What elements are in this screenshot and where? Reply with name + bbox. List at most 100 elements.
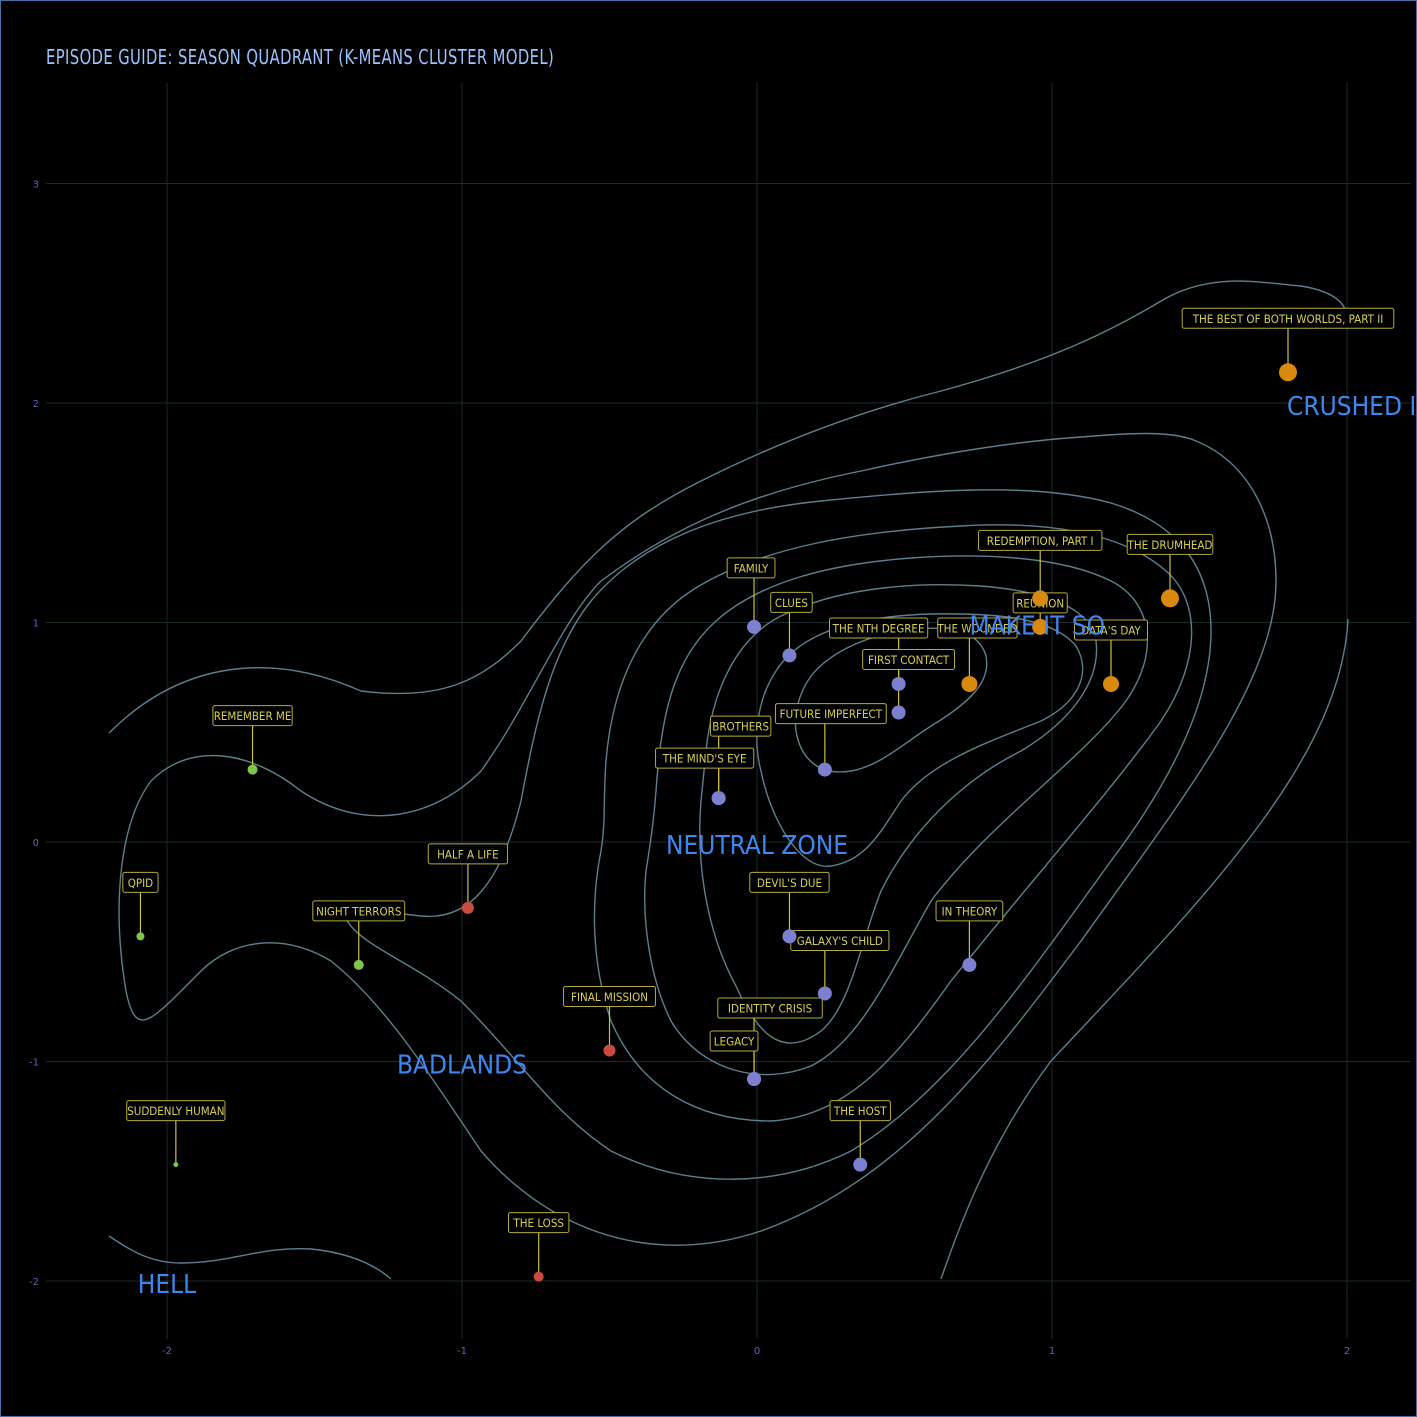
episode-point[interactable] — [1032, 618, 1049, 635]
episode-label-box — [1181, 307, 1395, 329]
episode-point[interactable] — [533, 1271, 544, 1282]
episode-label-box — [1074, 619, 1148, 641]
episode-label: THE LOSS — [512, 1216, 564, 1230]
episode-point[interactable] — [817, 986, 832, 1001]
episode-label-box — [978, 529, 1103, 551]
x-tick-label: 0 — [754, 1346, 760, 1357]
episode-label-box — [312, 900, 406, 922]
episode-label: THE DRUMHEAD — [1127, 538, 1213, 552]
episode-point[interactable] — [853, 1157, 868, 1172]
episode-label-box — [212, 705, 293, 727]
episode-label-box — [563, 986, 656, 1008]
density-contours — [108, 280, 1349, 1280]
label-leader — [824, 716, 832, 770]
y-tick-label: 1 — [33, 619, 39, 630]
episode-label-box — [126, 1100, 226, 1122]
x-tick-label: 1 — [1049, 1346, 1055, 1357]
y-tick-label: -2 — [29, 1277, 39, 1288]
episode-point[interactable] — [747, 619, 762, 634]
episode-point[interactable] — [961, 675, 978, 692]
episode-point[interactable] — [747, 1072, 762, 1087]
episode-points — [136, 363, 1297, 1282]
episode-label-box — [508, 1212, 570, 1234]
episode-point[interactable] — [1161, 589, 1179, 608]
episode-label-box — [774, 703, 887, 725]
region-label: HELL — [138, 1270, 196, 1300]
episode-label-box — [122, 871, 159, 893]
density-contour — [593, 524, 1193, 1122]
episode-label-box — [937, 617, 1018, 639]
episode-label: IDENTITY CRISIS — [728, 1002, 812, 1016]
episode-label-box — [655, 747, 755, 769]
episode-point[interactable] — [782, 648, 797, 663]
density-contour — [794, 627, 988, 773]
episode-point[interactable] — [782, 929, 797, 944]
episode-label: HALF A LIFE — [437, 847, 499, 861]
episode-point[interactable] — [173, 1162, 179, 1168]
episode-labels: THE BEST OF BOTH WORLDS, PART II REDEMPTI… — [122, 307, 1395, 1277]
grid-layer: -2 -1 0 1 2 -2 -1 0 1 2 3 — [29, 83, 1411, 1357]
episode-label-box — [427, 843, 509, 865]
episode-point[interactable] — [247, 764, 258, 775]
region-label: CRUSHED IT — [1287, 392, 1416, 422]
episode-label: FINAL MISSION — [571, 990, 648, 1004]
episode-label: FIRST CONTACT — [868, 653, 950, 667]
episode-label: THE WOUNDED — [936, 621, 1017, 635]
density-contour — [108, 280, 1349, 734]
density-contour — [345, 489, 1212, 1180]
x-tick-label: -2 — [162, 1346, 172, 1357]
episode-label: GALAXY'S CHILD — [797, 934, 883, 948]
region-label: BADLANDS — [397, 1051, 527, 1081]
episode-label: DEVIL'S DUE — [757, 876, 822, 890]
x-tick-label: -1 — [457, 1346, 467, 1357]
episode-point[interactable] — [891, 676, 906, 691]
episode-label-box — [1126, 533, 1214, 555]
chart-title: EPISODE GUIDE: SEASON QUADRANT (K-MEANS … — [46, 45, 555, 69]
episode-label-box — [709, 1030, 759, 1052]
episode-label: IN THEORY — [942, 904, 998, 918]
region-label: NEUTRAL ZONE — [666, 831, 848, 861]
episode-label-box — [770, 591, 813, 613]
episode-label: NIGHT TERRORS — [316, 904, 401, 918]
episode-label: SUDDENLY HUMAN — [127, 1104, 224, 1118]
episode-point[interactable] — [1279, 363, 1297, 382]
episode-label-box — [829, 617, 929, 639]
episode-point[interactable] — [962, 957, 977, 972]
density-contour — [699, 584, 1098, 1044]
episode-point[interactable] — [461, 901, 474, 914]
episode-point[interactable] — [817, 762, 832, 777]
region-labels: CRUSHED IT MAKE IT SO NEUTRAL ZONE BADLANDS… — [138, 392, 1416, 1300]
episode-label-box — [829, 1100, 891, 1122]
episode-label-box — [935, 900, 1004, 922]
episode-label-box — [709, 715, 772, 737]
episode-label: FAMILY — [734, 561, 769, 575]
episode-label: THE NTH DEGREE — [832, 621, 925, 635]
episode-point[interactable] — [891, 705, 906, 720]
episode-label-box — [862, 648, 956, 670]
episode-label: THE MIND'S EYE — [662, 752, 747, 766]
episode-label-box — [717, 997, 823, 1019]
episode-point[interactable] — [603, 1044, 616, 1057]
episode-label-box — [726, 557, 776, 579]
episode-label: CLUES — [775, 596, 808, 610]
episode-label-box — [749, 871, 830, 893]
density-contour — [108, 1235, 392, 1280]
episode-label: REDEMPTION, PART I — [987, 534, 1094, 548]
episode-point[interactable] — [1103, 675, 1119, 692]
y-tick-label: 0 — [33, 838, 39, 849]
episode-point[interactable] — [353, 959, 364, 970]
region-label: MAKE IT SO — [969, 612, 1105, 642]
episode-point[interactable] — [711, 791, 726, 806]
episode-label: THE HOST — [833, 1104, 887, 1118]
episode-label: DATA'S DAY — [1081, 623, 1141, 637]
episode-point[interactable] — [136, 932, 145, 941]
y-tick-label: 3 — [33, 180, 39, 191]
episode-point[interactable] — [1032, 590, 1049, 607]
episode-label: QPID — [128, 876, 153, 890]
density-contour — [940, 618, 1349, 1280]
episode-label: THE BEST OF BOTH WORLDS, PART II — [1192, 312, 1384, 326]
label-leader — [824, 943, 841, 994]
density-contour — [118, 432, 1277, 1246]
